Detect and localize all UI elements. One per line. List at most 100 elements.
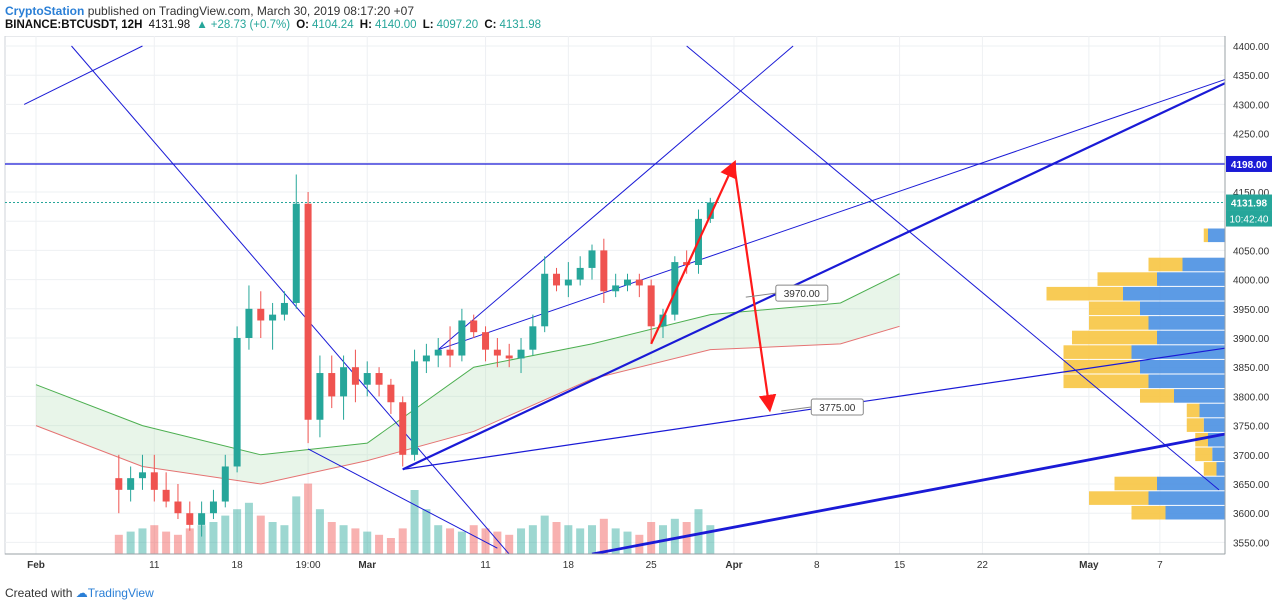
descending-line-short <box>307 448 498 549</box>
volume-profile-up-bar <box>1199 403 1225 418</box>
candle-body <box>150 472 158 490</box>
candle-body <box>387 384 395 403</box>
volume-profile-down-bar <box>1089 301 1140 316</box>
footer: Created with ☁TradingView <box>5 586 154 600</box>
countdown-label-bg <box>1226 210 1272 227</box>
candle-body <box>706 202 714 219</box>
volume-bar <box>327 522 336 554</box>
low-label: L: <box>422 19 434 31</box>
tradingview-logo-text[interactable]: TradingView <box>87 586 154 600</box>
volume-profile-up-bar <box>1131 345 1225 359</box>
volume-profile-down-bar <box>1046 286 1123 301</box>
price-chart[interactable]: 3550.00 3600.00 3650.00 3700.00 3750.00 3800.… <box>0 36 1280 580</box>
volume-bar <box>162 531 171 554</box>
price-axis[interactable]: 3550.00 3600.00 3650.00 3700.00 3750.00 3800.… <box>1224 36 1270 554</box>
candle-body <box>541 273 549 327</box>
time-tick-label: 11 <box>149 560 160 571</box>
candle-body <box>375 373 383 385</box>
close-label: C: <box>484 19 497 31</box>
volume-bar <box>469 525 478 554</box>
volume-bar <box>375 534 384 554</box>
candle-body <box>198 513 206 525</box>
volume-profile-down-bar <box>1097 272 1157 286</box>
support-trendline-main <box>402 81 1225 471</box>
plot-area <box>4 36 1226 555</box>
annotation-box <box>775 284 829 302</box>
last-price-label: 4131.98 <box>1231 199 1268 210</box>
volume-profile-down-bar <box>1203 462 1217 476</box>
change-up-icon: ▲ <box>196 19 208 31</box>
ichimoku-cloud <box>35 273 900 485</box>
volume-bar <box>363 531 372 554</box>
candle-body <box>304 203 312 420</box>
volume-bar <box>647 522 656 554</box>
volume-bar <box>540 515 549 554</box>
volume-bar <box>694 509 703 554</box>
annotation-pointer <box>781 406 812 412</box>
candle-body <box>683 262 691 265</box>
candle-body <box>576 267 584 280</box>
volume-bar <box>517 528 526 554</box>
volume-profile-up-bar <box>1216 462 1225 476</box>
candle-body <box>505 355 513 359</box>
volume-bar <box>528 525 537 554</box>
volume-profile-down-bar <box>1195 447 1213 462</box>
candle-body <box>363 373 371 385</box>
volume-profile-down-bar <box>1114 476 1157 491</box>
volume-profile-down-bar <box>1131 505 1166 520</box>
time-tick-label: Mar <box>358 560 376 571</box>
candle-body <box>635 279 643 286</box>
candle-body <box>553 273 561 286</box>
candle-body <box>162 489 170 502</box>
volume-bar <box>292 496 301 554</box>
volume-bar <box>150 525 159 554</box>
low-value: 4097.20 <box>436 19 479 31</box>
volume-profile-up-bar <box>1208 228 1225 243</box>
price-tick-label: 3850.00 <box>1233 363 1270 374</box>
publisher-name[interactable]: CryptoStation <box>5 4 85 18</box>
volume-bar <box>564 525 573 554</box>
close-value: 4131.98 <box>499 19 542 31</box>
volume-profile-up-bar <box>1140 301 1225 316</box>
volume-profile-down-bar <box>1140 389 1174 403</box>
publish-line: CryptoStation published on TradingView.c… <box>5 4 414 18</box>
volume-profile-up-bar <box>1140 359 1225 374</box>
time-tick-label: 22 <box>977 560 989 571</box>
volume-bar <box>576 528 585 554</box>
candle-body <box>470 320 478 333</box>
annotation-pointer <box>745 292 776 298</box>
volume-bar <box>481 528 490 554</box>
descending-line-right <box>686 45 1220 491</box>
cloud-span-b <box>35 325 900 485</box>
volume-bar <box>351 528 360 554</box>
ohlc-line: BINANCE:BTCUSDT, 12H 4131.98 ▲ +28.73 (+0… <box>5 19 544 31</box>
volume-bar <box>185 528 194 554</box>
volume-bar <box>398 528 407 554</box>
candle-body <box>612 285 620 292</box>
candle-body <box>257 308 265 321</box>
volume-bar <box>493 531 502 554</box>
volume-profile-up-bar <box>1148 491 1225 505</box>
published-text: published on TradingView.com, March 30, … <box>87 4 415 18</box>
candle-body <box>328 373 336 397</box>
volume-bar <box>244 502 253 554</box>
price-tick-label: 3950.00 <box>1233 305 1270 316</box>
price-tick-label: 3750.00 <box>1233 422 1270 433</box>
time-tick-label: 8 <box>814 560 820 571</box>
volume-bar <box>256 515 265 554</box>
price-tick-label: 3600.00 <box>1233 509 1270 520</box>
candle-body <box>529 326 537 350</box>
volume-bar <box>422 509 431 554</box>
created-with-text: Created with <box>5 586 73 600</box>
time-axis[interactable]: Feb 11 18 19:00 Mar 11 18 25 Apr 8 15 22 May 7 <box>5 553 1225 571</box>
tradingview-logo-icon[interactable]: ☁ <box>75 586 88 600</box>
time-tick-label: 11 <box>480 560 491 571</box>
annotation-label: 3775.00 <box>819 403 856 414</box>
volume-profile-down-bar <box>1186 418 1204 432</box>
time-tick-label: Feb <box>27 560 45 571</box>
volume-profile-down-bar <box>1089 316 1149 330</box>
volume-bar <box>233 509 242 554</box>
open-label: O: <box>296 19 310 31</box>
volume-bar <box>268 522 277 554</box>
price-tick-label: 4250.00 <box>1233 130 1270 141</box>
